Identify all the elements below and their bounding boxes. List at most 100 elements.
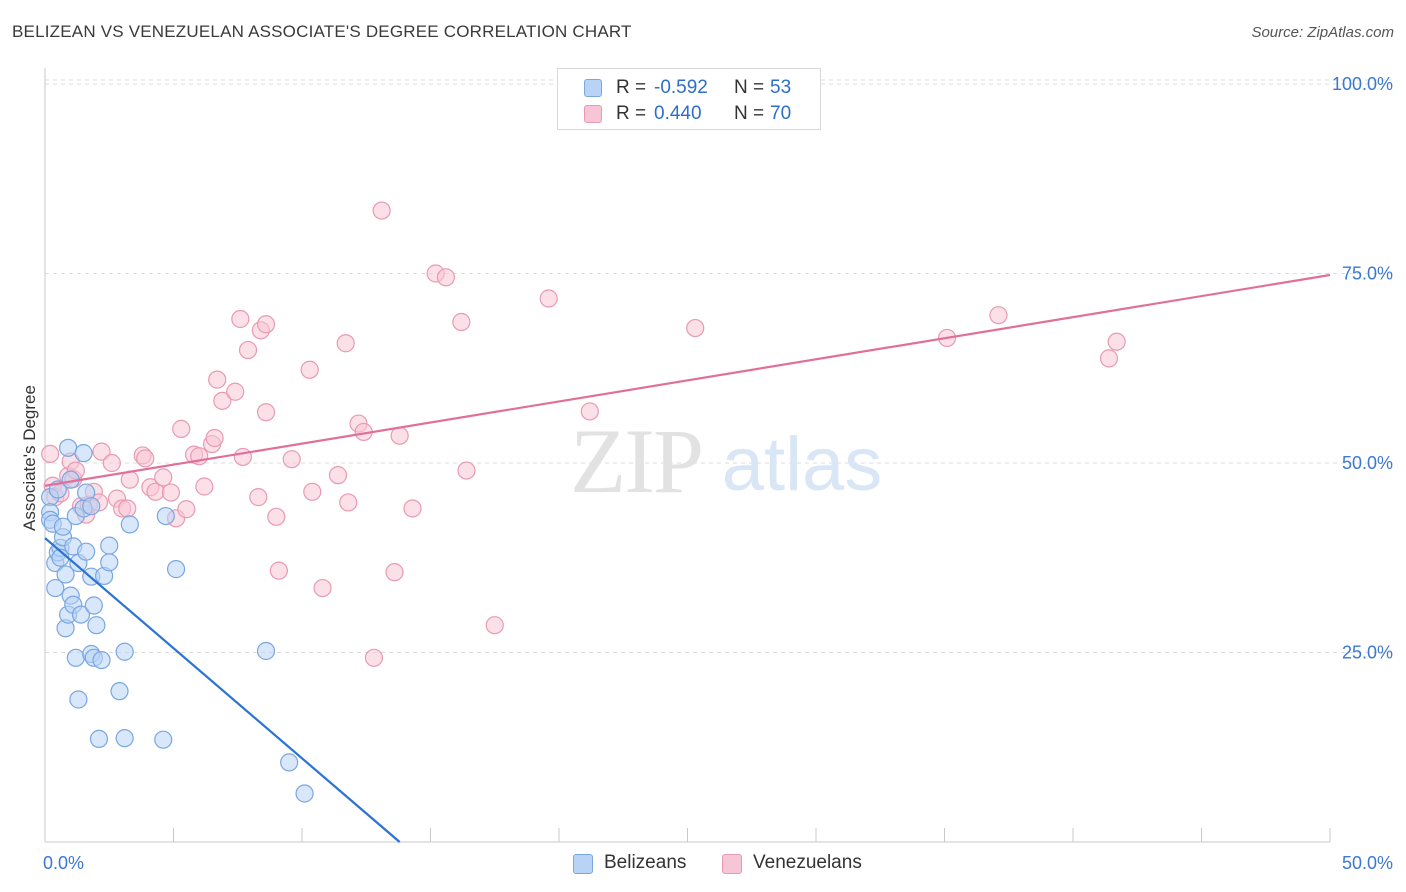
venezuelan-point — [213, 391, 232, 410]
watermark-zip: ZIP — [570, 410, 702, 512]
venezuelan-point — [539, 289, 558, 308]
venezuelan-point — [256, 315, 276, 334]
venezuelan-point — [92, 442, 111, 461]
legend-r-value: -0.592 — [654, 77, 708, 98]
legend-r-label: R = — [616, 103, 647, 124]
belizean-point — [77, 542, 96, 561]
belizean-point — [66, 648, 85, 667]
legend-swatch-belizeans — [584, 79, 602, 97]
legend-n-label: N = — [734, 77, 765, 98]
venezuelan-point — [1099, 349, 1119, 368]
belizean-point — [115, 729, 134, 748]
y-tick-label: 25.0% — [1342, 643, 1393, 663]
venezuelan-point — [1107, 332, 1126, 351]
belizean-point — [74, 444, 93, 463]
venezuelan-point — [102, 453, 121, 473]
venezuelan-point — [686, 318, 705, 338]
belizean-point — [59, 438, 78, 457]
belizean-point — [87, 616, 106, 635]
venezuelan-point — [989, 306, 1008, 325]
venezuelans-trend-line — [44, 273, 1331, 487]
venezuelan-point — [267, 507, 286, 526]
venezuelan-point — [249, 488, 268, 507]
y-axis-label: Associate's Degree — [20, 385, 39, 531]
venezuelan-point — [457, 461, 476, 480]
venezuelan-point — [300, 360, 319, 379]
x-tick-label-min: 0.0% — [43, 853, 84, 873]
x-tick-label-max: 50.0% — [1342, 853, 1393, 873]
belizeans-points — [41, 438, 314, 803]
belizean-point — [115, 642, 134, 661]
venezuelan-point — [154, 468, 173, 487]
belizean-point — [100, 536, 119, 555]
venezuelan-point — [385, 563, 404, 582]
venezuelan-point — [372, 201, 391, 220]
belizean-point — [256, 641, 276, 661]
venezuelan-point — [303, 482, 322, 501]
venezuelan-point — [436, 268, 456, 287]
venezuelan-point — [269, 561, 288, 580]
chart-title: BELIZEAN VS VENEZUELAN ASSOCIATE'S DEGRE… — [12, 22, 632, 41]
bottom-legend-swatch-venezuelans — [722, 854, 742, 874]
belizean-point — [84, 596, 103, 615]
belizean-point — [82, 497, 101, 516]
venezuelan-point — [580, 402, 599, 421]
y-tick-label: 100.0% — [1332, 74, 1393, 94]
venezuelans-points — [41, 201, 1126, 667]
watermark: ZIP atlas — [570, 410, 882, 512]
venezuelan-point — [136, 449, 155, 468]
belizean-point — [156, 506, 175, 526]
belizean-point — [280, 753, 299, 772]
venezuelan-point — [364, 648, 384, 667]
venezuelan-point — [339, 493, 358, 512]
bottom-legend-label-venezuelans: Venezuelans — [753, 852, 862, 873]
legend-n-value: 53 — [770, 77, 792, 98]
grid-lines — [45, 79, 1392, 653]
venezuelan-point — [118, 499, 137, 518]
belizean-point — [69, 690, 88, 709]
watermark-atlas: atlas — [722, 422, 883, 507]
venezuelan-point — [238, 340, 258, 360]
venezuelan-point — [208, 370, 227, 389]
belizean-point — [71, 605, 91, 624]
legend-n-value: 70 — [770, 103, 792, 124]
venezuelan-point — [195, 477, 214, 496]
venezuelan-point — [172, 419, 191, 438]
belizean-point — [110, 682, 129, 701]
venezuelan-point — [226, 382, 245, 401]
legend-r-value: 0.440 — [654, 103, 702, 124]
venezuelan-point — [313, 578, 332, 598]
venezuelan-point — [41, 444, 60, 464]
belizean-point — [53, 517, 73, 536]
venezuelan-point — [390, 426, 409, 445]
venezuelan-point — [336, 334, 355, 353]
venezuelan-point — [452, 312, 471, 332]
venezuelan-point — [282, 450, 301, 469]
belizean-point — [100, 553, 119, 572]
tick-labels: 25.0% 50.0% 75.0% 100.0% 0.0% 50.0% — [43, 74, 1393, 873]
venezuelan-point — [161, 483, 181, 502]
trend-lines — [44, 273, 1331, 843]
y-tick-label: 75.0% — [1342, 264, 1393, 284]
belizean-point — [46, 578, 65, 598]
bottom-legend-label-belizeans: Belizeans — [604, 852, 687, 873]
venezuelan-point — [177, 500, 196, 519]
venezuelan-point — [233, 447, 252, 467]
correlation-legend: R = -0.592 N = 53 R = 0.440 N = 70 — [557, 68, 821, 130]
venezuelan-point — [485, 616, 504, 635]
venezuelan-point — [231, 309, 250, 329]
belizean-point — [56, 565, 75, 584]
bottom-legend-swatch-belizeans — [573, 854, 593, 874]
belizeans-trend-line — [44, 537, 401, 843]
y-tick-label: 50.0% — [1342, 453, 1393, 473]
legend-row-belizeans: R = -0.592 N = 53 — [558, 75, 820, 101]
venezuelan-point — [256, 403, 276, 422]
source-credit: Source: ZipAtlas.com — [1251, 24, 1394, 41]
venezuelan-point — [403, 499, 422, 518]
venezuelan-point — [205, 428, 224, 448]
belizean-point — [154, 730, 173, 749]
legend-row-venezuelans: R = 0.440 N = 70 — [558, 101, 820, 127]
belizean-point — [295, 784, 314, 803]
belizean-point — [120, 515, 139, 534]
legend-swatch-venezuelans — [584, 105, 602, 123]
